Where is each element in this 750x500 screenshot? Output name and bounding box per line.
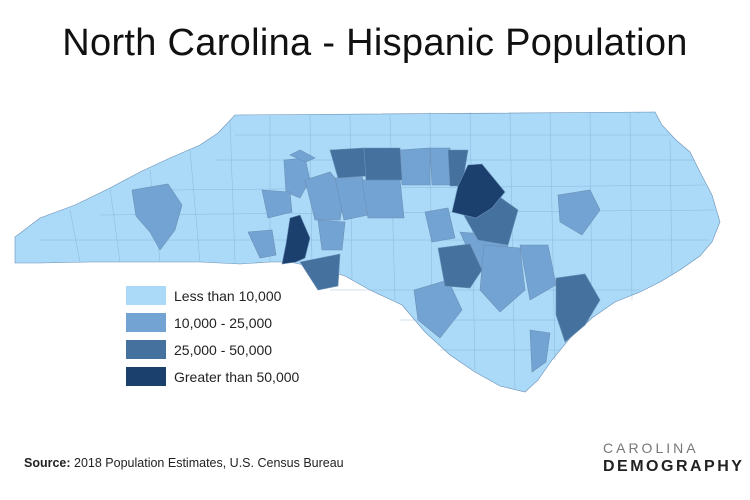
counties-10000-25000	[131, 147, 601, 373]
source-label: Source:	[24, 456, 71, 470]
counties-over-50000	[281, 163, 506, 265]
legend-label: Greater than 50,000	[174, 368, 300, 385]
map-title: North Carolina - Hispanic Population	[62, 22, 688, 64]
source-note: Source: 2018 Population Estimates, U.S. …	[24, 456, 344, 470]
legend-swatch	[126, 367, 166, 386]
state-outline	[14, 111, 721, 393]
legend-swatch	[126, 313, 166, 332]
legend-item: Less than 10,000	[126, 282, 299, 309]
legend-label: 10,000 - 25,000	[174, 314, 273, 331]
logo-line1: CAROLINA	[603, 440, 699, 456]
legend-item: 25,000 - 50,000	[126, 336, 299, 363]
legend-label: 25,000 - 50,000	[174, 341, 273, 358]
map-legend: Less than 10,000 10,000 - 25,000 25,000 …	[126, 282, 299, 390]
legend-swatch	[126, 286, 166, 305]
counties-25000-50000	[299, 147, 601, 343]
legend-item: 10,000 - 25,000	[126, 309, 299, 336]
legend-item: Greater than 50,000	[126, 363, 299, 390]
source-text: 2018 Population Estimates, U.S. Census B…	[74, 456, 344, 470]
legend-label: Less than 10,000	[174, 287, 282, 304]
carolina-demography-logo: CAROLINA DEMOGRAPHY	[603, 440, 744, 476]
legend-swatch	[126, 340, 166, 359]
logo-line2: DEMOGRAPHY	[603, 458, 745, 475]
